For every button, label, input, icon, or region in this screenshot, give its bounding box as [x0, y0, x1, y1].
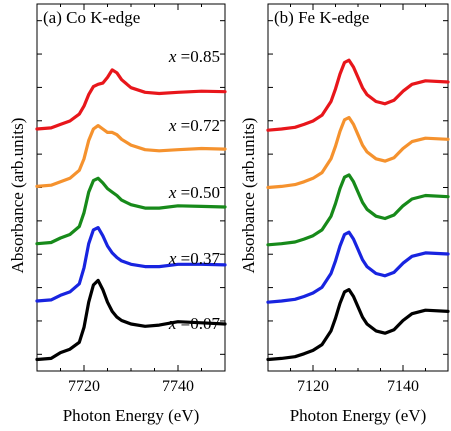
- series-label-value: =0.72: [181, 116, 220, 135]
- series-line-1: [266, 115, 450, 190]
- x-axis-label: Photon Energy (eV): [290, 406, 427, 425]
- series-label-var: x: [168, 47, 181, 66]
- y-axis-label: Absorbance (arb.units): [8, 118, 27, 274]
- series-line-3: [35, 226, 227, 303]
- series-label-0: x =0.85: [168, 47, 220, 66]
- series-label-2: x =0.50: [168, 183, 220, 202]
- series-line-4: [35, 278, 227, 362]
- x-tick-label: 7120: [297, 378, 329, 395]
- series-label-var: x: [168, 116, 181, 135]
- series-line-0: [35, 68, 227, 131]
- x-tick-label: 7740: [162, 378, 194, 395]
- series-label-4: x =0.07: [168, 314, 221, 333]
- x-tick-label: 7140: [387, 378, 419, 395]
- series-label-var: x: [168, 183, 181, 202]
- series-label-value: =0.37: [181, 249, 221, 268]
- series-line-0: [266, 58, 450, 132]
- series-label-value: =0.85: [181, 47, 220, 66]
- series-label-3: x =0.37: [168, 249, 221, 268]
- series-line-2: [35, 176, 227, 246]
- series-label-var: x: [168, 314, 181, 333]
- x-tick-label: 7720: [68, 378, 100, 395]
- series-line-4: [266, 288, 450, 362]
- panel-title: (b) Fe K-edge: [274, 8, 369, 27]
- series-line-2: [266, 173, 450, 247]
- series-label-value: =0.07: [181, 314, 221, 333]
- series-line-3: [266, 230, 450, 304]
- series-label-value: =0.50: [181, 183, 220, 202]
- panel-fe-k-edge: 7120 7140 (b) Fe K-edge Photon Energy (eV) A…: [239, 3, 450, 425]
- plot-frame: [267, 3, 449, 372]
- y-axis-label: Absorbance (arb.units): [239, 118, 258, 274]
- series-label-1: x =0.72: [168, 116, 220, 135]
- series-line-1: [35, 124, 227, 188]
- x-axis-label: Photon Energy (eV): [63, 406, 200, 425]
- panel-title: (a) Co K-edge: [43, 8, 140, 27]
- series-label-var: x: [168, 249, 181, 268]
